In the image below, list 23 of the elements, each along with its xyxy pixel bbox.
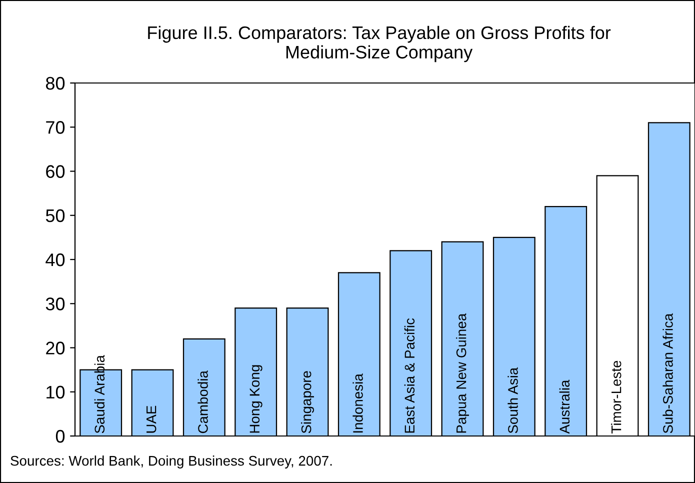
source-note: Sources: World Bank, Doing Business Survey, 2007. [10,456,332,468]
y-tick-label: 60 [46,165,65,178]
y-tick-label: 50 [46,209,65,222]
x-tick-label: Indonesia [352,374,363,433]
x-tick-label: Singapore [301,371,314,434]
y-tick-label: 40 [46,253,65,266]
x-tick-label: Papua New Guinea [456,313,469,433]
x-tick-label: Saudi Arabia [94,355,105,434]
y-tick-label: 80 [46,76,65,90]
x-tick-label: Hong Kong [250,365,262,433]
y-tick-label: 0 [56,430,65,443]
y-tick-label: 20 [46,342,65,354]
x-tick-label: South Asia [508,367,518,434]
x-tick-label: East Asia & Pacific [404,318,415,433]
chart-title: Figure II.5. Comparators: Tax Payable on Gross Profits for Medium-Size Company [148,26,611,62]
x-tick-label: Sub-Saharan Africa [662,313,673,434]
y-tick-label: 10 [46,386,65,399]
x-tick-label: Cambodia [198,370,208,434]
y-tick-label: 30 [46,298,65,310]
x-tick-label: Australia [559,380,570,434]
x-tick-label: Timor-Leste [611,360,622,434]
x-tick-label: UAE [146,406,156,433]
y-tick-label: 70 [46,121,65,134]
